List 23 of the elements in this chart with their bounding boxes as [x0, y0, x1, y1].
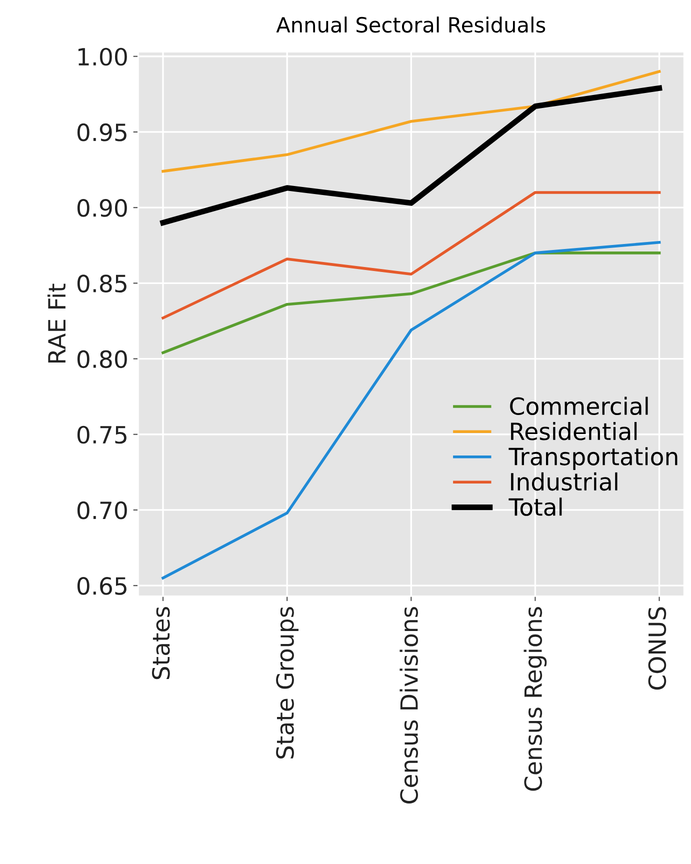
y-tick-label: 1.00 [78, 48, 127, 66]
x-tick-label: CONUS [648, 607, 666, 690]
x-tick-label: State Groups [276, 607, 299, 758]
y-tick-label: 0.75 [77, 426, 126, 444]
y-tick-label: 0.85 [77, 274, 126, 292]
line-series [162, 252, 661, 354]
x-tick-label: States [152, 607, 170, 680]
legend-label: Industrial [511, 472, 618, 491]
chart-title: Annual Sectoral Residuals [276, 16, 546, 33]
x-tick-label: Census Regions [524, 607, 547, 791]
legend-label: Total [508, 498, 562, 516]
y-tick-label: 0.95 [77, 123, 126, 142]
legend-label: Residential [511, 422, 637, 440]
legend-label: Commercial [510, 396, 648, 416]
y-tick-label: 0.90 [77, 199, 127, 217]
y-tick-label: 0.65 [77, 577, 126, 595]
line-series [162, 191, 661, 320]
line-series [162, 70, 661, 173]
y-tick-label: 0.70 [77, 501, 127, 520]
y-tick-label: 0.80 [77, 350, 127, 368]
x-tick-label: Census Divisions [400, 607, 418, 804]
legend-label: Transportation [508, 447, 678, 470]
y-axis-title: RAE Fit [48, 284, 66, 363]
